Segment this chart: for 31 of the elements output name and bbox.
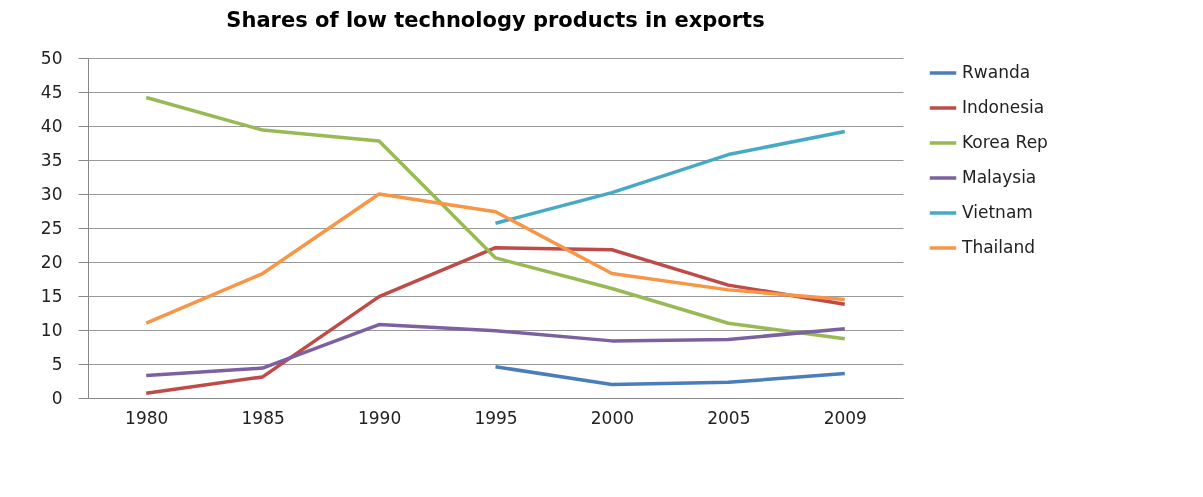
y-tick-label: 50 <box>40 47 63 68</box>
line-series <box>144 245 847 395</box>
y-tick-label: 0 <box>51 387 63 408</box>
x-tick-label: 1985 <box>241 407 285 428</box>
legend-label: Korea Rep <box>962 132 1048 152</box>
x-tick-label: 2005 <box>707 407 751 428</box>
y-tick-label: 25 <box>40 217 63 238</box>
x-tick-label: 2009 <box>823 407 867 428</box>
y-tick-label: 45 <box>40 81 63 102</box>
legend-label: Rwanda <box>962 62 1031 82</box>
x-tick-label: 1995 <box>474 407 518 428</box>
y-tick-label: 35 <box>40 149 63 170</box>
y-tick-label: 10 <box>40 319 63 340</box>
line-series <box>144 192 847 325</box>
legend-label: Vietnam <box>962 202 1033 222</box>
x-tick-label: 2000 <box>590 407 635 428</box>
legend-label: Malaysia <box>962 167 1037 187</box>
y-tick-label: 40 <box>40 115 63 136</box>
y-tick-label: 5 <box>51 353 63 374</box>
legend-label: Indonesia <box>962 97 1045 117</box>
line-series <box>144 322 847 378</box>
y-tick-label: 20 <box>40 251 63 272</box>
line-series <box>493 364 847 387</box>
legend-label: Thailand <box>961 237 1036 257</box>
line-series <box>144 95 847 341</box>
line-series <box>493 129 847 225</box>
x-tick-label: 1990 <box>357 407 402 428</box>
y-tick-label: 15 <box>40 285 63 306</box>
y-tick-label: 30 <box>40 183 63 204</box>
chart-title: Shares of low technology products in exports <box>226 8 765 32</box>
x-tick-label: 1980 <box>125 407 169 428</box>
